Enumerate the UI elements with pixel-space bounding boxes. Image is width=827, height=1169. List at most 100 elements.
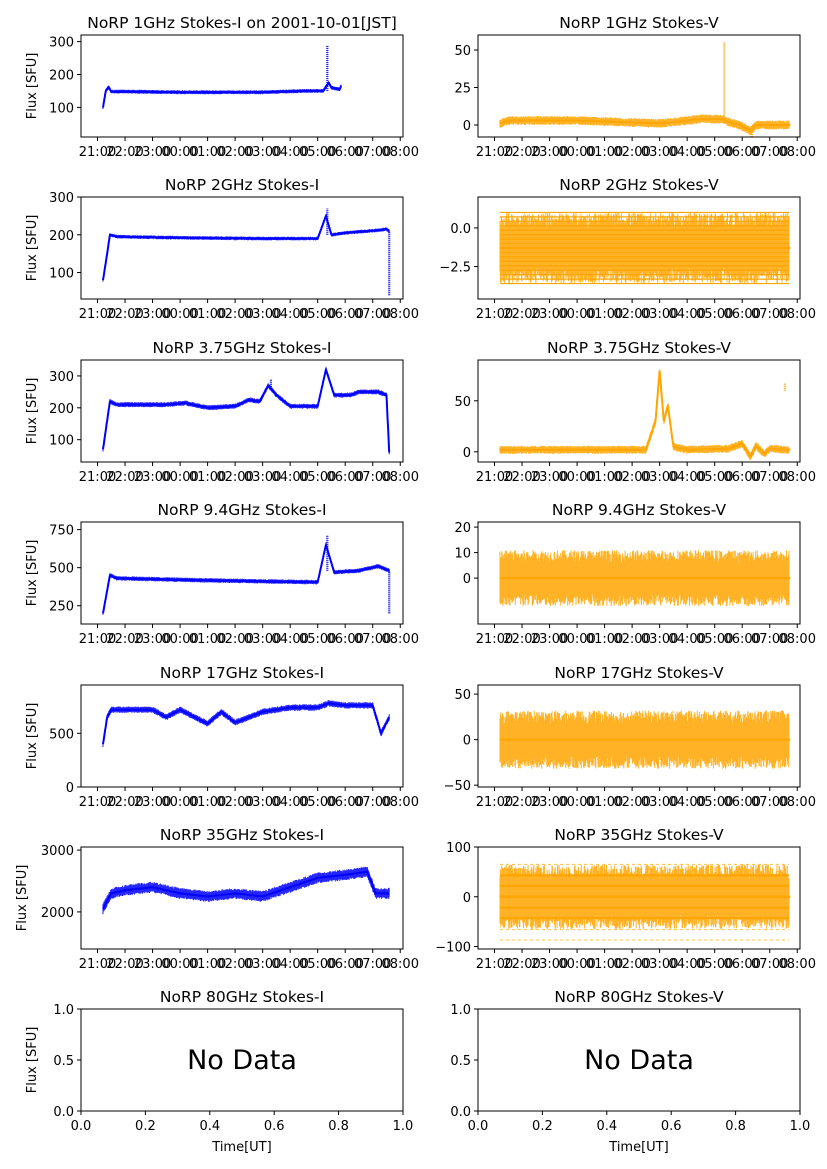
subplot-4: NoRP 2GHz Stokes-V −2.5 0.0 21:0022:0023:00…: [439, 176, 816, 322]
x-tick-label: 07:00: [751, 957, 788, 972]
y-tick-label: 0.0: [450, 1105, 471, 1120]
x-tick-label: 08:00: [779, 307, 816, 322]
x-tick-label: 08:00: [779, 145, 816, 160]
flux-trace: [102, 541, 390, 614]
subplot-title: NoRP 2GHz Stokes-V: [559, 176, 719, 194]
x-tick-label: 03:00: [641, 957, 678, 972]
x-tick-label: 05:00: [299, 795, 336, 810]
x-tick-label: 21:00: [476, 795, 513, 810]
x-tick-label: 00:00: [161, 307, 198, 322]
x-tick-label: 22:00: [106, 632, 143, 647]
subplot-title: NoRP 2GHz Stokes-I: [165, 176, 319, 194]
x-tick-label: 23:00: [531, 470, 568, 485]
x-tick-label: 05:00: [696, 307, 733, 322]
x-tick-label: 07:00: [751, 470, 788, 485]
y-tick-label: 500: [49, 727, 74, 742]
y-tick-label: −50: [444, 779, 471, 794]
x-tick-label: 00:00: [558, 470, 595, 485]
y-tick-label: 1.0: [450, 1003, 471, 1018]
axes-frame: [477, 521, 801, 625]
y-axis-label: Flux [SFU]: [25, 703, 40, 770]
x-tick-label: 0.6: [264, 1119, 285, 1134]
x-tick-label: 04:00: [271, 795, 308, 810]
x-tick-label: 04:00: [668, 795, 705, 810]
y-tick-label: −2.5: [439, 261, 471, 276]
y-tick-label: −100: [435, 941, 471, 956]
x-tick-label: 21:00: [476, 957, 513, 972]
x-tick-label: 00:00: [161, 470, 198, 485]
x-tick-label: 03:00: [641, 307, 678, 322]
y-tick-label: 200: [49, 68, 74, 83]
x-tick-label: 21:00: [476, 632, 513, 647]
x-tick-label: 05:00: [696, 957, 733, 972]
subplot-6: NoRP 3.75GHz Stokes-V05021:0022:0023:000…: [454, 339, 816, 485]
x-tick-label: 00:00: [558, 795, 595, 810]
y-tick-label: 100: [49, 101, 74, 116]
y-tick-label: 500: [49, 562, 74, 577]
x-tick-label: 06:00: [723, 145, 760, 160]
x-tick-label: 04:00: [668, 470, 705, 485]
x-tick-label: 03:00: [244, 307, 281, 322]
flux-trace: [102, 702, 391, 745]
subplot-title: NoRP 3.75GHz Stokes-V: [547, 339, 731, 357]
x-tick-label: 01:00: [586, 307, 623, 322]
subplot-5: NoRP 3.75GHz Stokes-I 100 200 300 21:0022:00…: [25, 339, 419, 485]
x-tick-label: 0.4: [596, 1119, 617, 1134]
y-tick-label: 100: [49, 434, 74, 449]
subplot-title: NoRP 1GHz Stokes-V: [559, 14, 719, 32]
data-layer: [102, 866, 390, 915]
x-tick-label: 03:00: [244, 470, 281, 485]
subplot-3: NoRP 2GHz Stokes-I 100 200 300 21:0022:0023:…: [25, 176, 419, 322]
y-tick-label: 0.5: [450, 1054, 471, 1069]
subplot-title: NoRP 3.75GHz Stokes-I: [153, 339, 332, 357]
y-tick-label: 0: [463, 572, 471, 587]
x-tick-label: 02:00: [613, 307, 650, 322]
y-tick-label: 0: [463, 734, 471, 749]
noise-band: [102, 700, 390, 747]
data-layer: [499, 42, 791, 137]
flux-trace: [102, 366, 391, 453]
x-tick-label: 02:00: [613, 470, 650, 485]
axes-frame: [477, 196, 801, 300]
x-tick-label: 22:00: [106, 307, 143, 322]
x-tick-label: 0.2: [532, 1119, 553, 1134]
x-tick-label: 21:00: [79, 957, 116, 972]
x-tick-label: 23:00: [531, 632, 568, 647]
subplot-title: NoRP 35GHz Stokes-I: [160, 826, 324, 844]
noise-strokes: [102, 368, 390, 455]
data-layer: [102, 366, 391, 455]
x-tick-label: 03:00: [641, 632, 678, 647]
x-tick-label: 23:00: [531, 307, 568, 322]
y-tick-label: 250: [49, 600, 74, 615]
x-tick-label: 22:00: [106, 957, 143, 972]
y-tick-label: 10: [454, 547, 471, 562]
x-tick-label: 23:00: [134, 307, 171, 322]
x-tick-label: 07:00: [751, 632, 788, 647]
x-tick-label: 04:00: [271, 145, 308, 160]
noise-strokes: [102, 81, 342, 110]
x-tick-label: 1.0: [393, 1119, 414, 1134]
data-layer: [102, 535, 391, 615]
x-tick-label: 05:00: [299, 307, 336, 322]
x-tick-label: 06:00: [326, 470, 363, 485]
x-tick-label: 23:00: [134, 470, 171, 485]
x-tick-label: 21:00: [476, 145, 513, 160]
y-tick-label: 200: [49, 402, 74, 417]
x-tick-label: 01:00: [189, 795, 226, 810]
data-layer: [102, 44, 342, 110]
y-axis-label: Flux [SFU]: [25, 215, 40, 282]
x-tick-label: 08:00: [779, 470, 816, 485]
y-axis-label: Flux [SFU]: [25, 378, 40, 445]
x-tick-label: 06:00: [326, 632, 363, 647]
y-tick-label: 2000: [41, 906, 74, 921]
axes-frame: [477, 684, 801, 788]
x-tick-label: 0.6: [661, 1119, 682, 1134]
x-tick-label: 02:00: [216, 470, 253, 485]
axes-frame: [80, 521, 404, 625]
x-tick-label: 05:00: [696, 632, 733, 647]
noise-band: [499, 114, 790, 136]
subplot-title: NoRP 17GHz Stokes-V: [554, 664, 724, 682]
x-tick-label: 04:00: [668, 145, 705, 160]
x-tick-label: 01:00: [586, 957, 623, 972]
x-tick-label: 04:00: [271, 957, 308, 972]
